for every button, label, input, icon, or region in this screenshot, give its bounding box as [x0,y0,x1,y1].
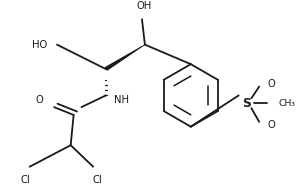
Text: S: S [242,97,251,110]
Text: O: O [35,95,43,105]
Text: CH₃: CH₃ [279,99,296,108]
Polygon shape [105,44,145,71]
Text: O: O [268,79,276,89]
Text: O: O [268,120,276,130]
Text: Cl: Cl [92,174,102,184]
Text: Cl: Cl [21,174,31,184]
Text: HO: HO [32,40,47,50]
Text: OH: OH [136,1,152,11]
Text: NH: NH [114,95,129,105]
